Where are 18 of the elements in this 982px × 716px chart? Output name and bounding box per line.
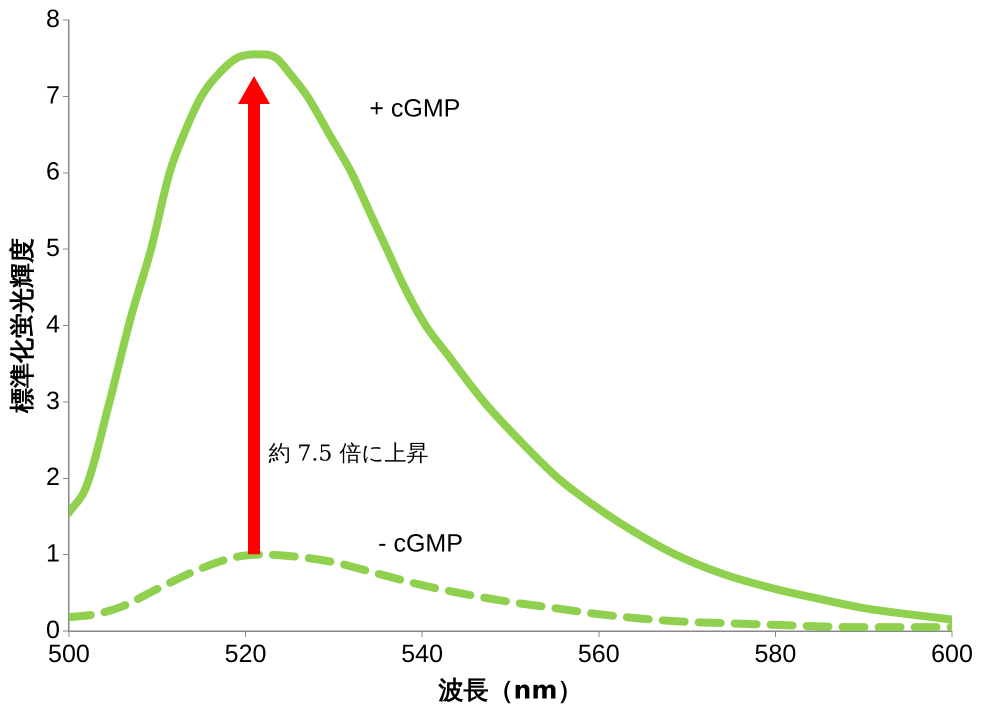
y-tick-label: 7 <box>46 81 60 110</box>
x-tick-label: 540 <box>401 640 443 668</box>
y-tick-label: 5 <box>46 234 60 262</box>
series-label: - cGMP <box>378 530 463 558</box>
y-tick-label: 2 <box>46 463 60 492</box>
series-label: + cGMP <box>369 94 460 122</box>
y-tick-label: 1 <box>46 540 60 568</box>
y-tick-label: 6 <box>46 158 60 186</box>
x-axis-title: 波長（nm） <box>438 676 582 704</box>
annotation: 約 7.5 倍に上昇 <box>268 441 428 466</box>
y-tick-label: 3 <box>46 386 60 415</box>
y-axis-title: 標準化蛍光輝度 <box>8 238 36 414</box>
y-tick-label: 8 <box>46 4 60 33</box>
y-tick-label: 4 <box>46 310 60 338</box>
x-tick-label: 560 <box>578 640 620 668</box>
x-tick-label: 600 <box>931 640 973 668</box>
x-tick-label: 520 <box>224 640 266 668</box>
x-tick-label: 580 <box>754 640 796 668</box>
